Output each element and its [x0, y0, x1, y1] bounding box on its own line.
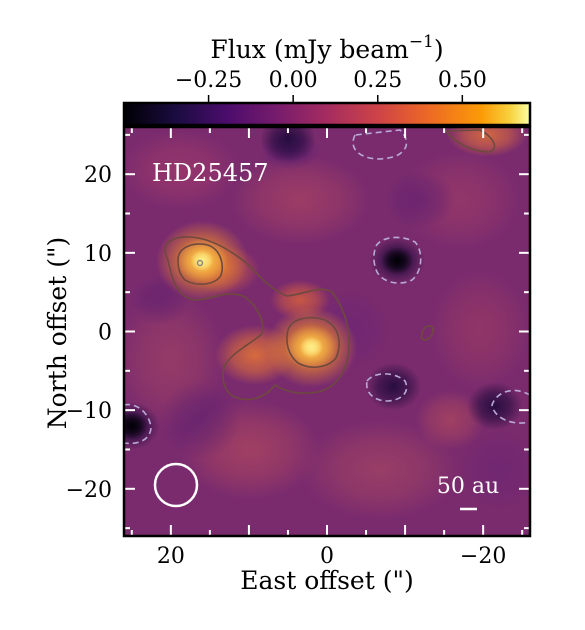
colorbar-bar	[122, 101, 532, 127]
contour-positive	[164, 236, 350, 401]
colorbar-label: Flux (mJy beam−1)	[210, 32, 443, 64]
y-tick-label: 0	[98, 321, 112, 346]
contour-positive	[286, 316, 340, 368]
contour-positive	[196, 259, 204, 267]
y-tick-label: −10	[66, 399, 112, 424]
contours	[124, 129, 530, 445]
beam-ellipse	[153, 462, 199, 508]
colorbar-tick-label: 0.50	[438, 68, 487, 93]
x-axis-label: East offset (")	[240, 566, 413, 595]
contour-negative	[352, 129, 408, 160]
contour-negative	[124, 403, 152, 445]
colorbar-label-exponent: −1	[409, 32, 434, 52]
contour-positive	[177, 243, 224, 285]
target-label: HD25457	[152, 159, 269, 187]
contour-negative	[365, 373, 408, 402]
contour-positive	[444, 129, 496, 153]
y-axis-label: North offset (")	[43, 237, 72, 429]
plot-frame	[122, 125, 532, 538]
y-tick-label: −20	[66, 478, 112, 503]
colorbar: Flux (mJy beam−1) −0.25 0.00 0.25 0.50	[122, 32, 532, 127]
y-tick-label: 20	[84, 163, 112, 188]
x-tick-label: −20	[460, 544, 506, 569]
scale-bar-label: 50 au	[437, 474, 499, 499]
heatmap-image	[124, 127, 530, 536]
contour-negative	[491, 389, 530, 424]
colorbar-tick-label: 0.25	[353, 68, 402, 93]
contour-negative	[373, 236, 422, 284]
x-tick-label: 20	[157, 544, 185, 569]
contour-positive	[420, 325, 434, 341]
colorbar-tick-label: −0.25	[175, 68, 242, 93]
x-tick-label: 0	[320, 544, 334, 569]
y-tick-label: 10	[84, 242, 112, 267]
colorbar-tick-label: 0.00	[269, 68, 318, 93]
